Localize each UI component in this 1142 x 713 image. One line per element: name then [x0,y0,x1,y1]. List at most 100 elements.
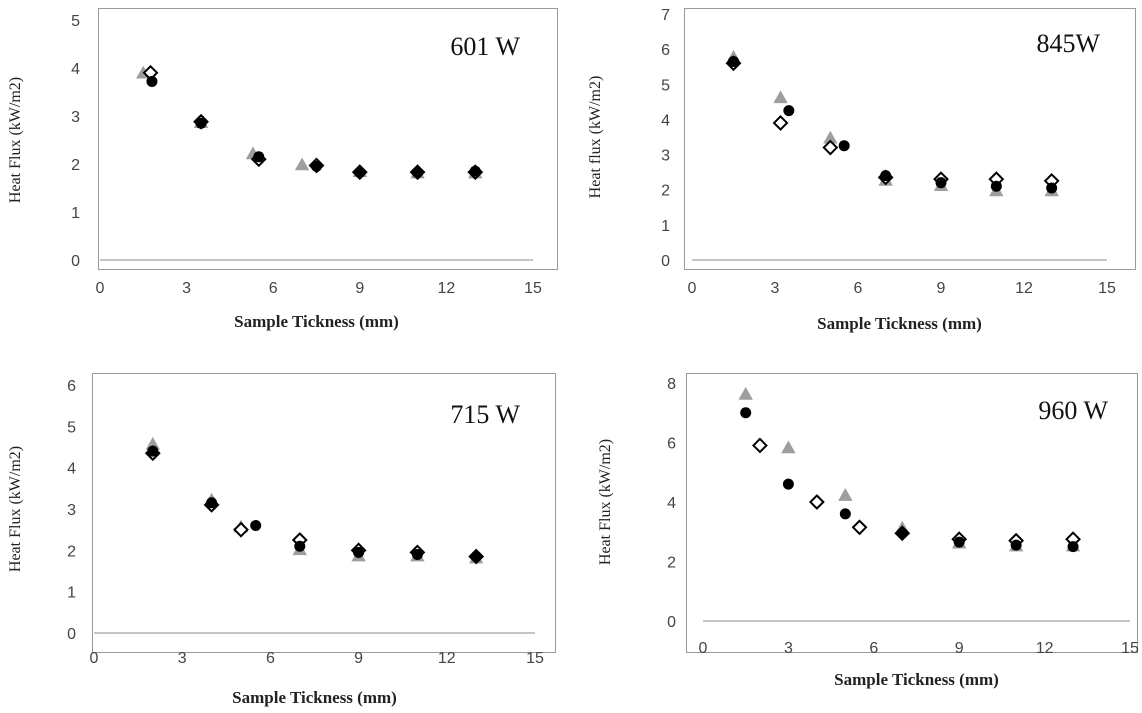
y-tick-label: 2 [667,555,676,572]
chart-panel-601w: 0 3 6 9 12 15 0 1 2 3 4 5 Sample Tickness (mm) Heat F… [0,0,560,345]
diamond-marker [233,521,249,538]
circle-marker [294,540,306,552]
y-axis-label: Heat Flux (kW/m2) [597,439,614,565]
circle-marker [782,478,794,490]
circle-marker [896,527,908,539]
chart-panel-845w: 0 3 6 9 12 15 0 1 2 3 4 5 6 7 Sample Tickness (mm) Heat… [580,0,1140,345]
plot-frame [686,373,1138,653]
x-tick-label: 12 [1015,280,1033,297]
circle-marker [935,177,947,189]
y-tick-label: 1 [67,585,76,602]
circle-marker [311,160,322,172]
x-axis-label: Sample Tickness (mm) [234,312,399,331]
x-tick-label: 12 [438,650,456,667]
x-tick-label: 12 [1036,640,1054,657]
chart-960w: 0 3 6 9 12 15 0 2 4 6 8 Sample Tickness (mm) Heat Fl… [597,376,1139,689]
circle-marker [250,520,262,532]
x-tick-label: 0 [90,650,99,667]
y-tick-label: 4 [661,112,670,129]
circle-marker [353,546,365,558]
x-tick-label: 0 [699,640,708,657]
circle-marker [740,407,752,419]
y-tick-label: 3 [67,502,76,519]
circle-marker [146,75,158,87]
x-axis-label: Sample Tickness (mm) [817,314,982,333]
y-tick-label: 3 [661,148,670,165]
y-tick-label: 2 [71,157,80,174]
circle-marker [411,548,423,560]
y-tick-label: 7 [661,7,670,24]
x-tick-label: 15 [1098,280,1116,297]
y-axis-label: Heat Flux (kW/m2) [7,446,24,572]
x-tick-label: 6 [854,280,863,297]
triangle-marker [145,436,160,450]
y-tick-label: 4 [67,461,76,478]
x-tick-label: 15 [1121,640,1139,657]
circle-marker [1067,541,1079,553]
y-tick-label: 5 [661,77,670,94]
circle-marker [783,105,795,117]
diamond-marker [851,519,868,536]
x-tick-label: 12 [438,280,456,297]
triangle-marker [781,440,796,454]
y-tick-label: 6 [667,436,676,453]
x-tick-label: 15 [526,650,544,667]
y-tick-label: 1 [661,218,670,235]
circle-marker [880,170,892,182]
circle-marker [470,551,482,563]
y-axis-label: Heat Flux (kW/m2) [7,77,24,203]
y-tick-label: 0 [71,253,80,270]
circle-marker [147,445,159,457]
circle-marker [838,140,850,152]
x-tick-label: 6 [869,640,878,657]
x-tick-label: 0 [96,280,105,297]
circle-marker [990,180,1002,192]
x-tick-label: 6 [269,280,278,297]
x-tick-label: 9 [937,280,946,297]
x-axis-label: Sample Tickness (mm) [232,688,397,707]
y-tick-label: 1 [71,205,80,222]
triangle-marker [773,90,788,104]
triangle-marker [823,130,838,144]
y-tick-label: 5 [71,13,80,30]
diamond-marker [752,437,768,454]
triangle-marker [738,386,753,400]
triangle-marker [838,488,853,501]
y-tick-label: 0 [667,614,676,631]
x-axis-label: Sample Tickness (mm) [834,670,999,689]
y-axis-label: Heat flux (kW/m2) [587,76,604,199]
x-tick-label: 0 [688,280,697,297]
y-tick-label: 0 [67,626,76,643]
y-tick-label: 5 [67,419,76,436]
chart-panel-960w: 0 3 6 9 12 15 0 2 4 6 8 Sample Tickness (mm) Heat Fl… [580,365,1142,713]
x-tick-label: 3 [784,640,793,657]
chart-panel-715w: 0 3 6 9 12 15 0 1 2 3 4 5 6 Sample Tickness (mm) Heat … [0,365,560,713]
circle-marker [1046,182,1058,194]
y-tick-label: 0 [661,253,670,270]
circle-marker [839,508,851,520]
chart-title: 960 W [1038,396,1108,425]
circle-marker [469,165,481,177]
y-tick-label: 4 [71,61,80,78]
y-tick-label: 6 [661,42,670,59]
x-tick-label: 3 [182,280,191,297]
y-tick-label: 2 [661,183,670,200]
diamond-marker [822,139,839,156]
y-tick-label: 4 [667,495,676,512]
x-tick-label: 3 [178,650,187,667]
chart-title: 715 W [450,400,520,429]
triangle-marker [294,157,310,171]
circle-marker [953,536,965,548]
plot-frame [684,8,1136,270]
chart-title: 845W [1036,29,1100,58]
circle-marker [728,55,739,67]
plot-frame [92,373,556,653]
plot-frame [98,8,558,270]
diamond-marker [808,494,825,510]
y-tick-label: 3 [71,109,80,126]
y-tick-label: 2 [67,543,76,560]
y-tick-label: 6 [67,378,76,395]
circle-marker [412,167,424,179]
